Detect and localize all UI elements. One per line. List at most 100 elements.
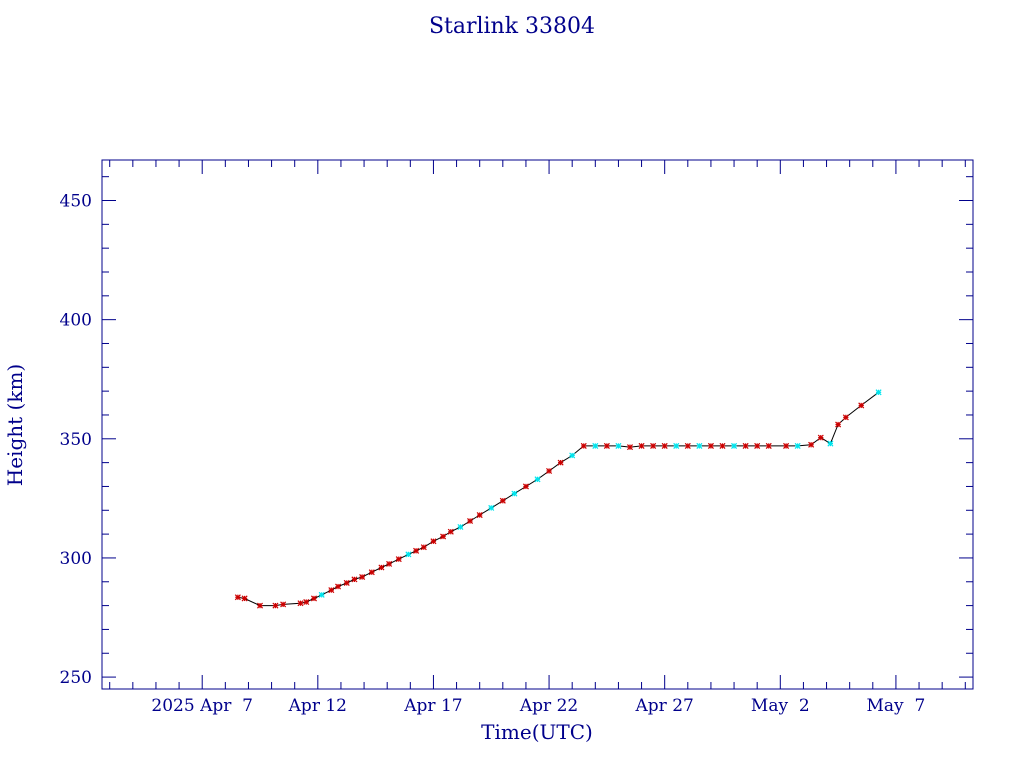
plot-frame — [101, 159, 974, 690]
data-point — [256, 602, 264, 609]
data-point — [303, 599, 310, 606]
data-point — [522, 483, 529, 490]
data-point-stroke — [673, 442, 680, 449]
data-point-stroke — [280, 601, 287, 608]
data-point — [626, 444, 634, 451]
data-point-stroke — [783, 442, 790, 449]
data-point-stroke — [511, 490, 518, 497]
data-point — [650, 442, 657, 449]
data-point — [817, 434, 824, 441]
data-point — [272, 602, 279, 609]
data-point — [343, 579, 350, 586]
data-point — [765, 442, 772, 449]
y-tick-label: 350 — [60, 430, 92, 450]
data-point — [673, 442, 680, 449]
data-point — [457, 523, 464, 530]
data-point-stroke — [638, 442, 645, 449]
x-tick-label: May 2 — [751, 696, 810, 716]
data-point-stroke — [378, 564, 385, 571]
data-point-stroke — [592, 442, 599, 449]
data-point — [405, 551, 412, 558]
data-point-stroke — [546, 467, 553, 474]
y-tick-label: 300 — [60, 549, 92, 569]
data-point — [794, 442, 801, 449]
data-point — [638, 442, 645, 449]
data-point — [488, 504, 495, 511]
data-point — [328, 587, 335, 594]
data-point — [719, 442, 726, 449]
data-point-stroke — [395, 556, 402, 563]
y-tick-label: 250 — [60, 668, 92, 688]
data-point — [661, 442, 668, 449]
data-point-stroke — [476, 512, 483, 519]
data-point — [368, 569, 375, 576]
data-point — [731, 442, 738, 449]
data-point — [875, 389, 882, 396]
chart-title: Starlink 33804 — [428, 14, 596, 39]
data-point — [476, 512, 483, 519]
data-point — [234, 594, 241, 601]
data-point-stroke — [457, 523, 464, 530]
y-tick-label: 450 — [60, 192, 92, 212]
data-point-stroke — [875, 389, 882, 396]
data-point-stroke — [405, 551, 412, 558]
data-point — [351, 576, 358, 583]
data-point — [241, 595, 248, 602]
data-point — [280, 601, 287, 608]
x-tick-label: Apr 17 — [403, 696, 462, 716]
y-tick-labels: 250 300 350 400 450 — [60, 192, 92, 689]
data-point — [842, 414, 849, 421]
data-point-stroke — [359, 573, 366, 581]
data-point — [783, 442, 790, 449]
x-tick-label: Apr 27 — [635, 696, 694, 716]
data-point-stroke — [835, 421, 842, 428]
data-point-stroke — [661, 442, 668, 449]
data-point-stroke — [488, 504, 495, 511]
data-point-stroke — [827, 440, 834, 447]
data-point-stroke — [534, 476, 541, 483]
x-tick-labels: 2025 Apr 7 Apr 12 Apr 17 Apr 22 Apr 27 May 2 M… — [151, 696, 925, 716]
series-marker-group — [234, 389, 882, 609]
data-point — [835, 421, 842, 428]
data-point — [511, 490, 518, 497]
axis-ticks — [102, 160, 973, 689]
data-point-stroke — [343, 579, 350, 586]
data-point — [808, 441, 815, 448]
data-point — [534, 476, 541, 483]
data-point — [386, 560, 393, 567]
data-point-stroke — [569, 452, 576, 459]
data-point-stroke — [351, 576, 358, 583]
x-axis-label: Time(UTC) — [481, 720, 593, 744]
data-point — [335, 583, 342, 590]
data-point — [858, 402, 865, 409]
data-point — [447, 528, 454, 535]
data-point-stroke — [413, 547, 420, 554]
data-point — [440, 533, 447, 540]
data-point — [318, 591, 325, 598]
data-point-stroke — [328, 587, 335, 594]
data-point — [420, 544, 427, 551]
y-axis-label: Height (km) — [3, 364, 27, 486]
data-point — [569, 452, 576, 459]
data-point — [754, 442, 761, 449]
data-point-stroke — [310, 595, 317, 602]
data-point-stroke — [297, 600, 304, 607]
x-tick-label: Apr 22 — [519, 696, 578, 716]
data-point-stroke — [650, 442, 657, 449]
series-line-group — [237, 391, 879, 607]
data-point-stroke — [603, 442, 610, 449]
data-point-stroke — [794, 442, 801, 449]
data-point-stroke — [499, 497, 506, 504]
data-point — [499, 497, 506, 504]
data-point — [359, 573, 366, 581]
x-tick-label: 2025 Apr 7 — [151, 696, 253, 716]
data-point — [592, 442, 599, 449]
data-point-stroke — [808, 441, 815, 448]
data-point-stroke — [626, 444, 634, 451]
data-point — [297, 600, 304, 607]
data-point-stroke — [420, 544, 427, 551]
data-point — [546, 467, 553, 474]
data-point-stroke — [842, 414, 849, 421]
